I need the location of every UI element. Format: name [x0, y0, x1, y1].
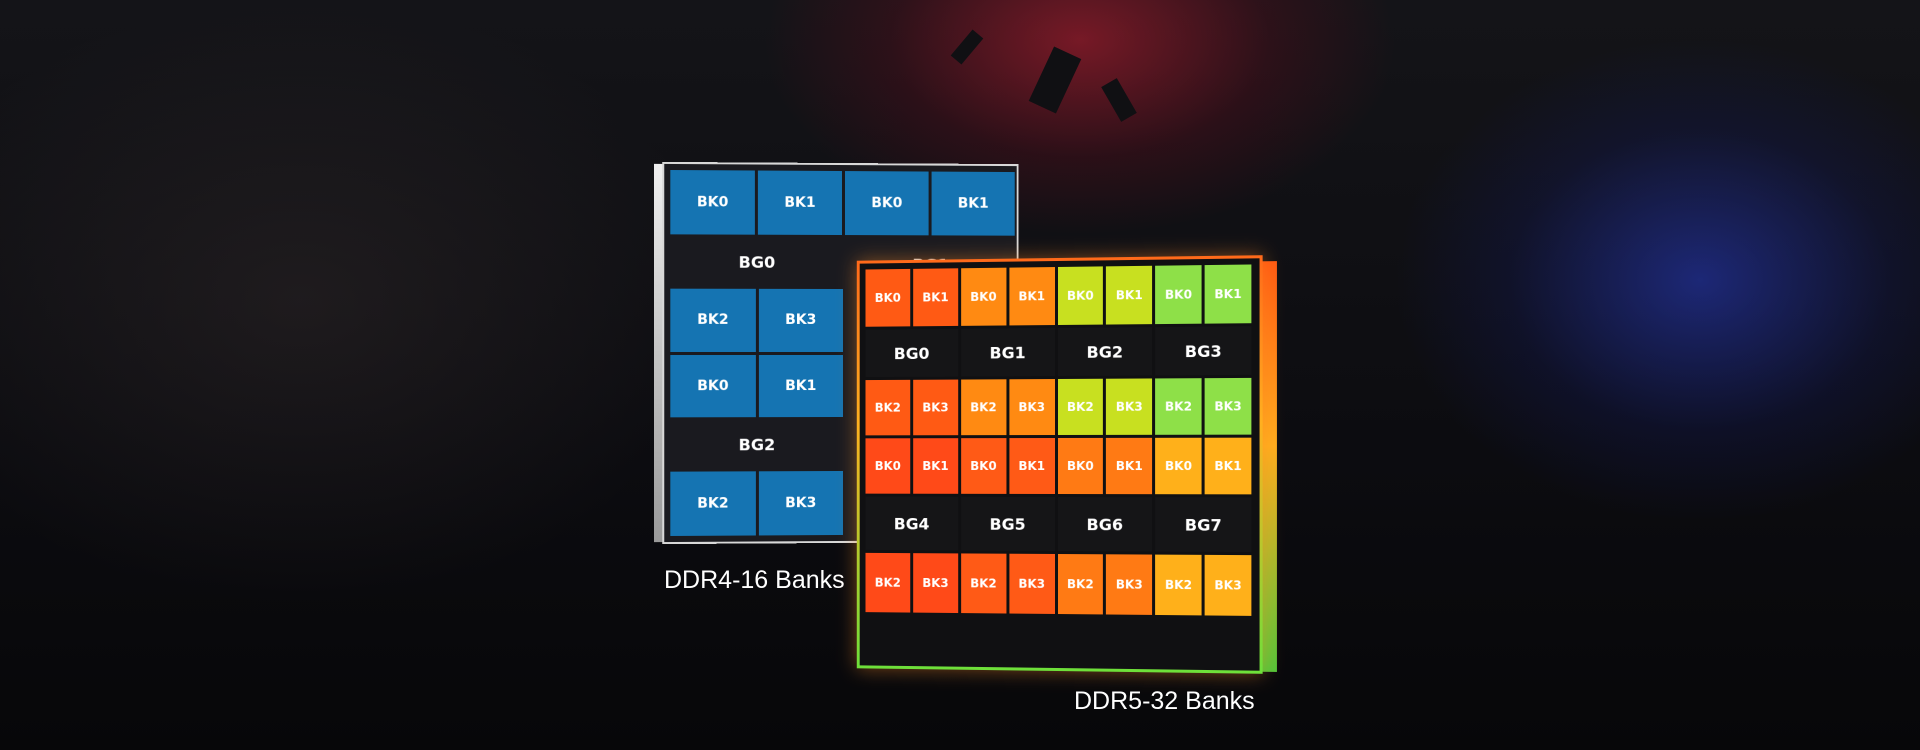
ddr5-group-label: BG2: [1057, 327, 1152, 376]
ddr5-group-label: BG6: [1057, 497, 1152, 552]
ddr5-bank: BK2: [1155, 378, 1201, 435]
ddr5-bank: BK1: [1106, 266, 1152, 325]
ddr5-bank: BK0: [1057, 438, 1103, 494]
ddr5-group-label: BG4: [866, 497, 958, 551]
ddr5-bank: BK2: [1057, 554, 1103, 614]
ddr5-bank: BK0: [961, 438, 1006, 494]
ddr5-bank: BK2: [961, 379, 1006, 435]
ddr5-bank: BK0: [1057, 266, 1103, 325]
ddr5-caption: DDR5-32 Banks: [1074, 687, 1255, 716]
ddr5-bank: BK0: [1155, 265, 1201, 324]
ddr4-bank: BK3: [758, 471, 843, 535]
ddr5-bank: BK1: [913, 438, 958, 494]
ddr4-bank: BK1: [932, 172, 1015, 236]
ddr4-bank: BK1: [758, 354, 843, 417]
ddr4-bank: BK2: [670, 471, 755, 536]
ddr5-bank: BK0: [961, 268, 1006, 326]
ddr5-panel-edge: [1263, 261, 1277, 672]
ddr5-panel-frame: BK0 BK1 BK0 BK1 BK0 BK1 BK0 BK1 BG0 BG1 BG2 BG3 BK2 B…: [857, 255, 1263, 674]
ddr5-bank: BK2: [1155, 555, 1201, 616]
ddr4-bank: BK0: [670, 355, 755, 418]
ddr4-row-1: BK0 BK1 BK0 BK1: [670, 170, 1014, 236]
ddr5-bank: BK2: [1057, 379, 1103, 435]
ddr4-group-label: BG0: [670, 236, 843, 287]
ddr5-bank: BK3: [913, 553, 958, 613]
ddr4-bank: BK3: [758, 289, 843, 352]
ddr5-bank: BK1: [1205, 264, 1252, 323]
ddr5-bank-panel: BK0 BK1 BK0 BK1 BK0 BK1 BK0 BK1 BG0 BG1 BG2 BG3 BK2 B…: [857, 255, 1263, 674]
ddr4-group-label: BG2: [670, 419, 843, 470]
ddr5-bank: BK3: [1009, 379, 1054, 435]
ddr5-bank: BK3: [1205, 555, 1252, 616]
ddr5-bank: BK0: [1155, 438, 1201, 495]
ddr4-bank: BK2: [670, 289, 755, 352]
ddr5-bank: BK1: [1009, 438, 1054, 494]
ddr5-bank: BK1: [1009, 267, 1054, 325]
ddr5-bank-grid: BK0 BK1 BK0 BK1 BK0 BK1 BK0 BK1 BG0 BG1 BG2 BG3 BK2 B…: [866, 264, 1252, 667]
ddr4-rows-2-3: BK2 BK3 BK0 BK1: [670, 289, 843, 418]
ddr5-bank: BK0: [866, 269, 911, 327]
ddr5-group-label: BG0: [866, 329, 958, 377]
ddr5-group-label: BG7: [1155, 497, 1251, 552]
ddr5-bank: BK0: [866, 438, 911, 493]
ddr4-bank: BK1: [758, 171, 842, 235]
ddr5-bank: BK3: [1009, 554, 1054, 614]
ddr5-group-label: BG3: [1155, 326, 1251, 375]
ddr5-bank: BK2: [866, 553, 911, 613]
ddr5-bank: BK3: [1205, 378, 1252, 435]
ddr5-bank: BK1: [1205, 438, 1252, 495]
ddr5-bank: BK3: [1106, 554, 1152, 615]
ddr4-panel-edge: [654, 164, 662, 542]
ddr4-bank: BK0: [845, 171, 929, 235]
ddr5-bank: BK3: [913, 380, 958, 436]
ddr5-bank: BK1: [1106, 438, 1152, 494]
ddr5-bank: BK1: [913, 268, 958, 326]
ddr4-caption: DDR4-16 Banks: [664, 566, 845, 595]
ddr5-bank: BK3: [1106, 378, 1152, 434]
ddr4-bank: BK0: [670, 170, 755, 235]
ddr5-bank: BK2: [961, 553, 1006, 613]
ddr4-row-4: BK2 BK3: [670, 471, 843, 536]
ddr5-bank: BK2: [866, 380, 911, 436]
ddr5-group-label: BG1: [961, 328, 1055, 377]
ddr5-group-label: BG5: [961, 497, 1055, 551]
